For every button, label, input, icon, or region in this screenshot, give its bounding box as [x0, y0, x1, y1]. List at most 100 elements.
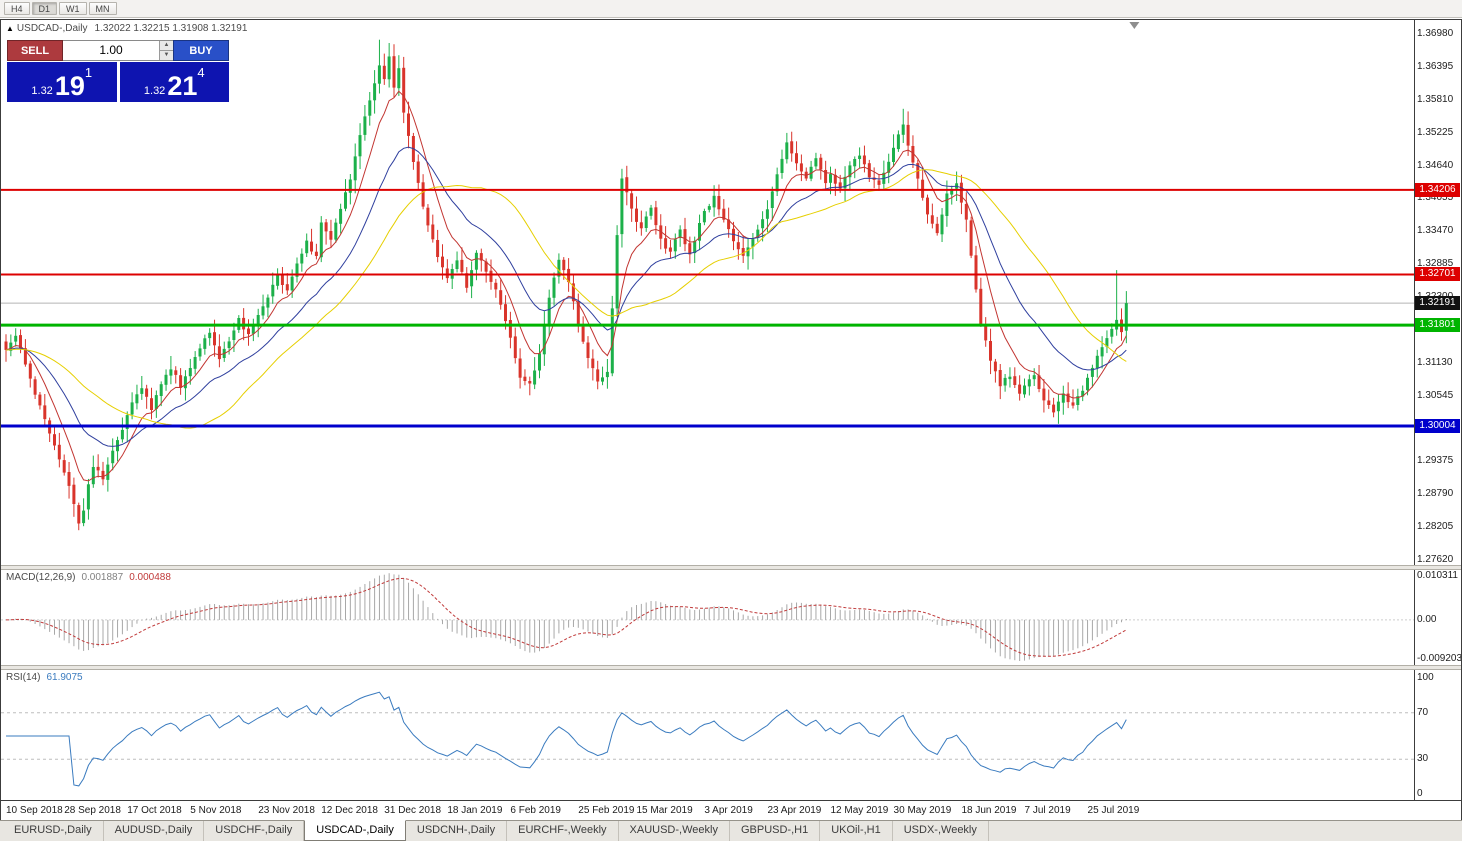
rsi-label: RSI(14): [6, 672, 41, 683]
axis-tick-label: 0: [1417, 788, 1423, 799]
volume-increment-button[interactable]: ▲: [160, 41, 173, 51]
macd-label: MACD(12,26,9): [6, 572, 76, 583]
period-toolbar: H4 D1 W1 MN: [0, 0, 1462, 18]
time-axis[interactable]: 10 Sep 2018 28 Sep 2018 17 Oct 2018 5 Nov 2…: [1, 800, 1461, 821]
chart-ohlc-values: 1.32022 1.32215 1.31908 1.32191: [94, 23, 248, 34]
ask-price-panel[interactable]: 1.32 21 4: [119, 62, 229, 102]
date-tick-label: 25 Feb 2019: [578, 805, 635, 816]
buy-button[interactable]: BUY: [173, 40, 229, 61]
symbol-tab-gbpusd-h1[interactable]: GBPUSD-,H1: [730, 821, 821, 841]
date-tick-label: 23 Apr 2019: [767, 805, 822, 816]
symbol-tab-ukoil-h1[interactable]: UKOil-,H1: [820, 821, 893, 841]
main-chart-pane: ▲ USDCAD-,Daily 1.32022 1.32215 1.31908 1.…: [1, 20, 1461, 565]
axis-tick-label: 1.34055: [1417, 192, 1454, 204]
symbol-tab-bar: EURUSD-,Daily AUDUSD-,Daily USDCHF-,Daily U…: [0, 820, 1462, 841]
date-tick-label: 7 Jul 2019: [1024, 805, 1071, 816]
date-tick-label: 15 Mar 2019: [636, 805, 693, 816]
price-axis: 1.36980 1.36395 1.35810 1.35225 1.34640 1.340…: [1415, 20, 1461, 565]
symbol-tab-eurusd-daily[interactable]: EURUSD-,Daily: [3, 821, 104, 841]
chart-shift-marker-icon: [1129, 22, 1140, 29]
date-tick-label: 28 Sep 2018: [64, 805, 121, 816]
axis-tick-label: 1.31130: [1417, 356, 1453, 368]
date-tick-label: 10 Sep 2018: [6, 805, 63, 816]
symbol-tab-xauusd-weekly[interactable]: XAUUSD-,Weekly: [619, 821, 730, 841]
macd-canvas[interactable]: [1, 570, 1415, 665]
date-tick-label: 5 Nov 2018: [190, 805, 242, 816]
price-badge: 1.31801: [1415, 318, 1460, 333]
rsi-header: RSI(14) 61.9075: [6, 672, 89, 683]
rsi-axis: 100 70 30 0: [1415, 670, 1461, 800]
date-tick-label: 6 Feb 2019: [510, 805, 561, 816]
rsi-line: [6, 691, 1127, 787]
symbol-tab-usdcnh-daily[interactable]: USDCNH-,Daily: [406, 821, 508, 841]
volume-spinner: ▲ ▼: [159, 41, 173, 60]
macd-plot[interactable]: MACD(12,26,9) 0.001887 0.000488: [1, 570, 1415, 665]
price-badge: 1.34206: [1415, 182, 1460, 197]
one-click-trading-widget: SELL 1.00 ▲ ▼ BUY 1.32: [7, 40, 229, 102]
symbol-tab-usdchf-daily[interactable]: USDCHF-,Daily: [204, 821, 305, 841]
macd-axis: 0.010311 0.00 -0.0092030: [1415, 570, 1461, 665]
period-button-d1[interactable]: D1: [31, 2, 58, 15]
slow-ma-line: [5, 169, 1127, 429]
bid-price-pip: 1: [84, 65, 93, 80]
bid-price-prefix: 1.32: [31, 85, 53, 97]
bid-price-figure: 19: [54, 71, 85, 101]
axis-tick-label: 1.29375: [1417, 455, 1454, 467]
date-tick-label: 31 Dec 2018: [384, 805, 442, 816]
candles-group: [4, 39, 1128, 531]
volume-value[interactable]: 1.00: [99, 43, 123, 57]
fast-ma-line: [5, 90, 1127, 482]
bid-price-panel[interactable]: 1.32 19 1: [7, 62, 117, 102]
macd-histogram: [10, 573, 1127, 661]
period-button-w1[interactable]: W1: [59, 2, 87, 15]
date-tick-label: 12 Dec 2018: [321, 805, 378, 816]
axis-tick-label: 1.30545: [1417, 389, 1454, 401]
date-tick-label: 25 Jul 2019: [1087, 805, 1140, 816]
rsi-plot[interactable]: RSI(14) 61.9075: [1, 670, 1415, 800]
period-button-h4[interactable]: H4: [4, 2, 30, 15]
axis-tick-label: 1.36395: [1417, 60, 1454, 72]
rsi-canvas[interactable]: [1, 670, 1415, 800]
moving-average-lines: [5, 90, 1127, 482]
volume-decrement-button[interactable]: ▼: [160, 51, 173, 60]
chart-symbol-label: USDCAD-,Daily: [16, 23, 88, 34]
axis-tick-label: 1.34640: [1417, 159, 1454, 171]
ask-price-figure: 21: [167, 71, 198, 101]
axis-tick-label: 70: [1417, 706, 1429, 718]
price-badge: 1.32701: [1415, 267, 1460, 282]
horizontal-level-lines: [1, 188, 1414, 428]
pane-splitter[interactable]: [1, 565, 1461, 570]
sell-button[interactable]: SELL: [7, 40, 63, 61]
rsi-value: 61.9075: [46, 672, 83, 683]
axis-tick-label: 1.28205: [1417, 521, 1454, 533]
price-chart-canvas[interactable]: [1, 20, 1415, 565]
macd-signal-line: [5, 577, 1127, 657]
price-badge: 1.32191: [1415, 296, 1460, 311]
symbol-direction-icon: ▲: [6, 24, 14, 33]
date-tick-label: 23 Nov 2018: [258, 805, 315, 816]
price-chart-plot[interactable]: ▲ USDCAD-,Daily 1.32022 1.32215 1.31908 1.…: [1, 20, 1415, 565]
axis-tick-label: 1.27620: [1417, 553, 1454, 565]
symbol-tab-audusd-daily[interactable]: AUDUSD-,Daily: [104, 821, 205, 841]
axis-tick-label: 0.010311: [1417, 570, 1458, 581]
axis-tick-label: 1.35225: [1417, 126, 1454, 138]
ask-price-prefix: 1.32: [143, 85, 166, 97]
macd-pane: MACD(12,26,9) 0.001887 0.000488 0.010311 0.…: [1, 570, 1461, 665]
macd-header: MACD(12,26,9) 0.001887 0.000488: [6, 572, 177, 583]
medium-ma-line: [5, 146, 1127, 447]
volume-input[interactable]: 1.00 ▲ ▼: [63, 40, 173, 61]
axis-tick-label: 0.00: [1417, 613, 1437, 625]
date-tick-label: 18 Jun 2019: [961, 805, 1017, 816]
period-button-mn[interactable]: MN: [88, 2, 117, 15]
price-badge: 1.30004: [1415, 419, 1460, 434]
pane-splitter[interactable]: [1, 665, 1461, 670]
date-tick-label: 12 May 2019: [830, 805, 889, 816]
axis-tick-label: 1.32885: [1417, 258, 1454, 270]
chart-title: ▲ USDCAD-,Daily 1.32022 1.32215 1.31908 1.…: [6, 23, 247, 34]
symbol-tab-usdx-weekly[interactable]: USDX-,Weekly: [893, 821, 989, 841]
axis-tick-label: 1.36980: [1417, 28, 1454, 40]
symbol-tab-eurchf-weekly[interactable]: EURCHF-,Weekly: [507, 821, 619, 841]
date-tick-label: 3 Apr 2019: [704, 805, 753, 816]
symbol-tab-usdcad-daily[interactable]: USDCAD-,Daily: [304, 820, 406, 841]
